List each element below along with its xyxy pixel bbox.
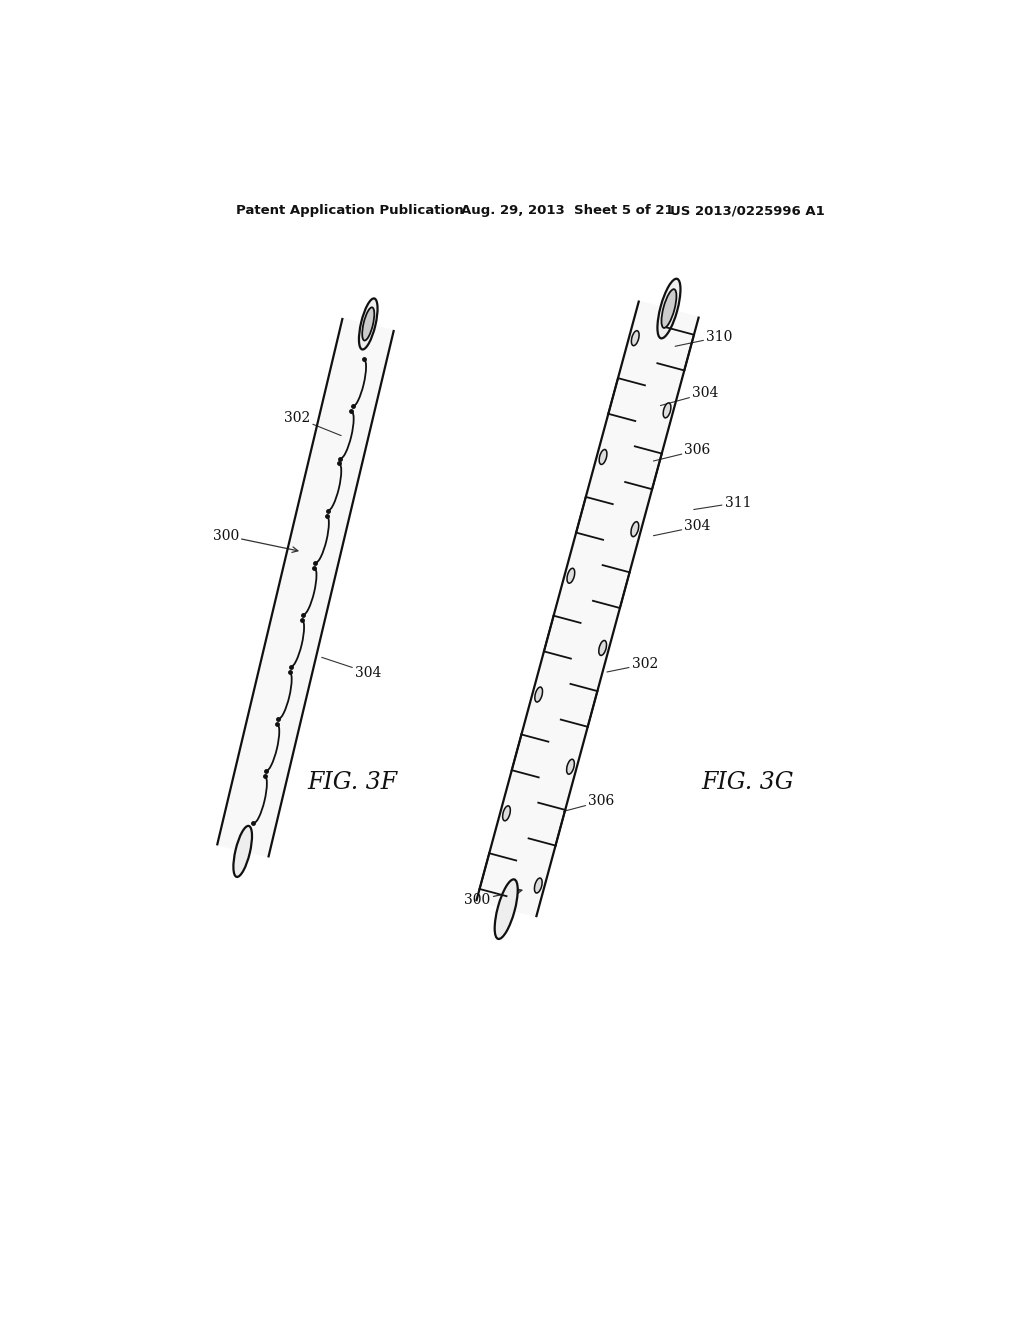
Ellipse shape [535,878,542,894]
Text: FIG. 3G: FIG. 3G [701,771,795,793]
Ellipse shape [599,640,606,656]
Text: FIG. 3F: FIG. 3F [307,771,397,793]
Ellipse shape [566,759,574,775]
Text: 300: 300 [213,529,298,552]
Text: Aug. 29, 2013  Sheet 5 of 21: Aug. 29, 2013 Sheet 5 of 21 [461,205,674,218]
Text: 310: 310 [675,330,732,346]
Ellipse shape [535,686,543,702]
Text: 311: 311 [693,495,752,510]
Text: 306: 306 [653,444,711,461]
Text: 306: 306 [563,795,614,812]
Ellipse shape [495,879,518,939]
Ellipse shape [359,298,378,350]
Polygon shape [217,318,394,858]
Text: 304: 304 [322,657,382,680]
Ellipse shape [599,450,607,465]
Ellipse shape [567,569,574,583]
Ellipse shape [631,521,639,537]
Ellipse shape [662,289,677,327]
Text: 304: 304 [653,520,711,536]
Ellipse shape [362,308,375,341]
Polygon shape [476,301,699,917]
Ellipse shape [233,826,252,876]
Text: 304: 304 [660,387,719,405]
Ellipse shape [632,331,639,346]
Ellipse shape [503,805,510,821]
Text: US 2013/0225996 A1: US 2013/0225996 A1 [671,205,825,218]
Text: 300: 300 [465,888,522,907]
Ellipse shape [657,279,681,338]
Text: 302: 302 [607,657,658,672]
Text: Patent Application Publication: Patent Application Publication [237,205,464,218]
Text: 302: 302 [284,411,341,436]
Ellipse shape [664,403,671,418]
